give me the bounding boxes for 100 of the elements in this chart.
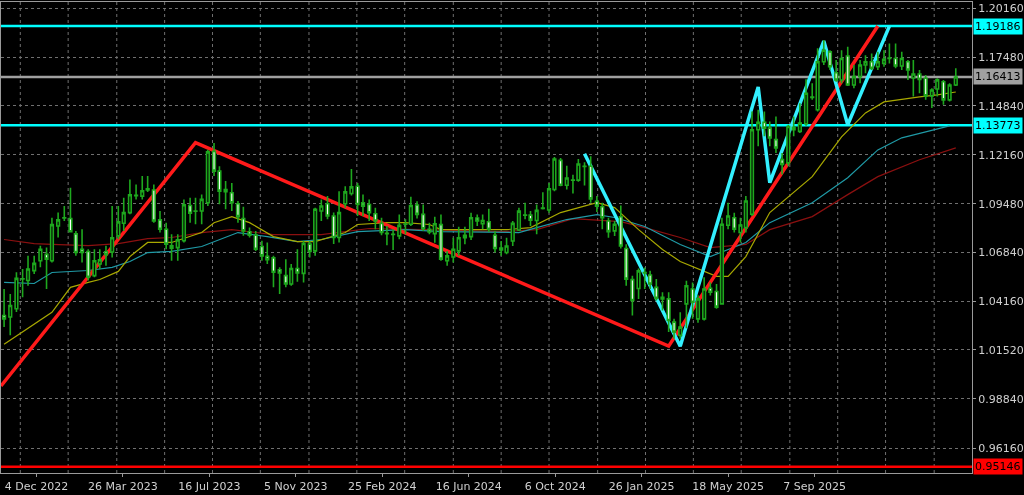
candlestick: [456, 225, 461, 257]
candlestick: [271, 255, 276, 289]
candlestick: [540, 191, 545, 211]
y-tick-label: 1.12160: [978, 148, 1024, 162]
x-tick-label: 6 Oct 2024: [524, 480, 586, 494]
line-series: [582, 24, 892, 348]
candlestick: [86, 248, 91, 282]
candlestick: [905, 59, 911, 81]
line-series: [1, 24, 880, 388]
y-tick-label: 1.09480: [978, 197, 1024, 211]
candlestick: [869, 52, 874, 71]
candlestick: [421, 203, 426, 232]
candlestick: [110, 205, 115, 259]
candlestick: [725, 201, 731, 231]
candlestick: [145, 175, 150, 193]
candlestick: [516, 207, 522, 232]
y-tick-label: 1.01520: [978, 343, 1024, 357]
candlestick: [732, 211, 737, 234]
candlestick: [480, 213, 485, 231]
candlestick: [492, 230, 498, 254]
candlestick: [612, 220, 617, 237]
candlestick: [8, 293, 13, 337]
candlestick: [462, 225, 468, 246]
candlestick: [881, 49, 887, 68]
candlestick: [678, 311, 683, 340]
y-tick-label: 1.20160: [978, 2, 1024, 16]
y-tick-label: 0.98840: [978, 392, 1024, 406]
ref-line-label: 1.19186: [975, 20, 1021, 33]
candlestick: [845, 45, 850, 87]
candlestick: [157, 210, 163, 234]
candlestick: [749, 110, 755, 217]
candlestick: [756, 108, 761, 148]
candlestick: [588, 155, 593, 204]
x-tick-label: 16 Jul 2023: [178, 480, 241, 494]
candlestick: [797, 102, 802, 134]
candlestick: [397, 213, 402, 241]
candlestick: [815, 47, 820, 113]
candlestick: [55, 211, 61, 239]
candlestick: [810, 82, 815, 101]
candlestick: [767, 120, 772, 148]
candlestick: [953, 67, 958, 87]
candlestick: [235, 200, 241, 224]
candlestick: [343, 185, 348, 209]
x-tick-label: 16 Jun 2024: [435, 480, 502, 494]
candlestick: [762, 110, 767, 138]
candlestick: [582, 161, 587, 187]
x-tick-label: 4 Dec 2022: [4, 480, 69, 494]
y-tick-label: 0.96160: [978, 441, 1024, 455]
candlestick: [79, 228, 85, 264]
candlestick: [277, 266, 282, 295]
candlestick: [247, 226, 252, 239]
candlestick: [367, 198, 372, 222]
candlestick: [468, 211, 474, 241]
candlestick: [390, 228, 396, 251]
candlestick: [911, 59, 916, 98]
candlestick: [564, 164, 569, 191]
candlestick: [181, 198, 187, 244]
line-series: [3, 91, 957, 345]
y-tick-label: 1.17480: [978, 51, 1024, 65]
candlestick: [32, 255, 37, 275]
candlestick: [38, 244, 43, 269]
candlestick: [133, 183, 139, 201]
candlestick: [618, 204, 623, 250]
candlestick: [199, 193, 204, 226]
candlestick: [827, 49, 833, 71]
candlestick: [140, 175, 145, 201]
candlestick: [259, 240, 265, 262]
candlestick: [62, 205, 67, 222]
candlestick: [241, 205, 246, 237]
candlestick: [475, 213, 480, 227]
candlestick: [414, 200, 420, 220]
ref-line-label: 1.16413: [975, 70, 1021, 83]
x-tick-label: 26 Jan 2025: [608, 480, 675, 494]
candlestick: [780, 152, 785, 176]
candlestick: [121, 196, 126, 232]
candlestick: [642, 266, 647, 290]
candlestick: [534, 203, 539, 235]
candlestick: [851, 64, 857, 90]
candlestick: [899, 51, 904, 71]
candlestick: [164, 221, 169, 251]
candlestick: [786, 123, 791, 168]
ref-line-label: 1.13773: [975, 119, 1021, 132]
candlestick: [175, 233, 180, 262]
candlestick: [205, 148, 210, 207]
y-tick-label: 1.06840: [978, 246, 1024, 260]
candlestick: [229, 182, 234, 212]
candlestick: [103, 244, 109, 267]
candlestick: [445, 250, 450, 267]
candlestick: [708, 281, 713, 297]
candlestick: [606, 216, 611, 239]
candlestick: [791, 115, 796, 138]
x-tick-label: 18 May 2025: [692, 480, 764, 494]
candlestick: [917, 69, 922, 95]
x-tick-label: 26 Mar 2023: [88, 480, 158, 494]
candlestick: [116, 205, 121, 240]
candlestick: [336, 190, 342, 244]
candlestick: [68, 187, 73, 234]
candlestick: [319, 198, 324, 222]
candlestick: [325, 195, 330, 221]
candlestick: [702, 276, 707, 322]
